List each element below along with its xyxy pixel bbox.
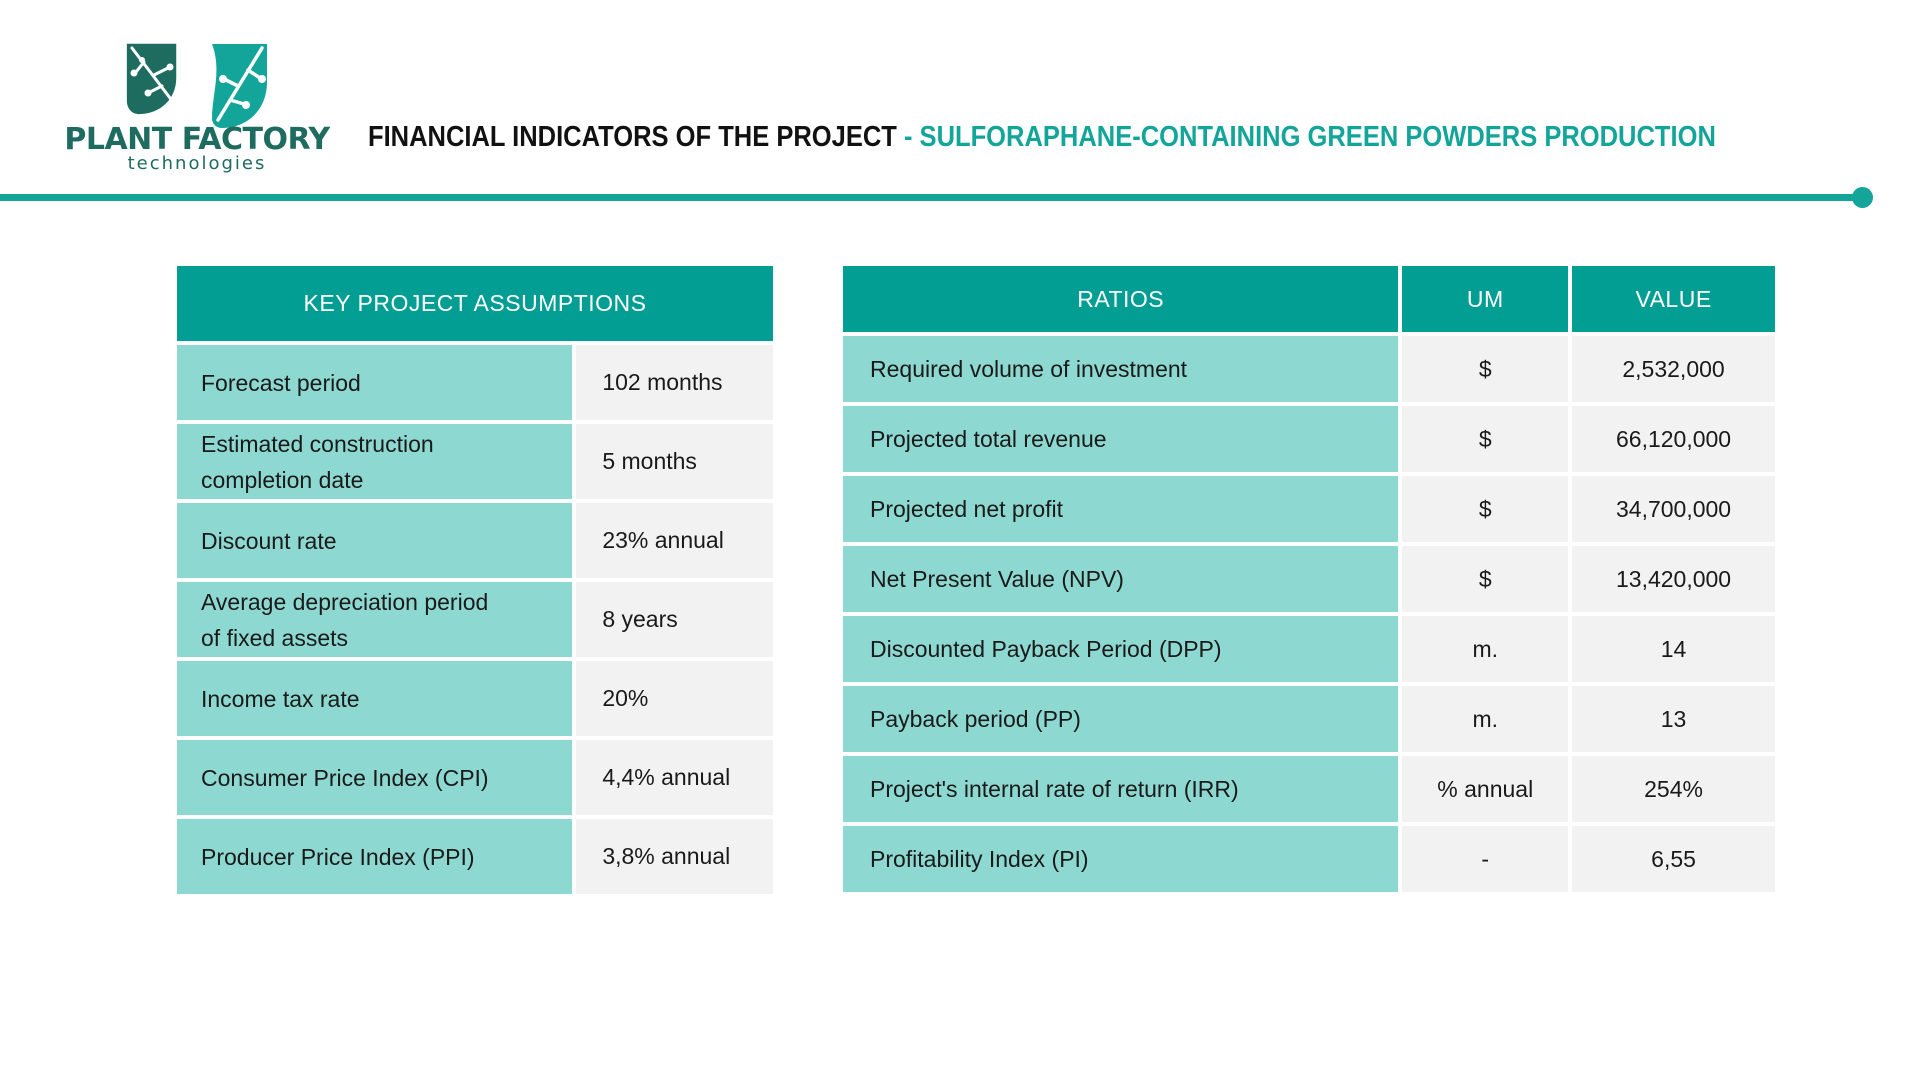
ratio-um: $: [1402, 476, 1569, 542]
table-row: Net Present Value (NPV) $ 13,420,000: [843, 546, 1775, 612]
page-title-main: FINANCIAL INDICATORS OF THE PROJECT: [368, 121, 897, 153]
assumption-value: 23% annual: [576, 503, 773, 578]
logo-title: PLANT FACTORY: [64, 122, 330, 157]
ratio-value: 13: [1572, 686, 1775, 752]
ratios-body: Required volume of investment $ 2,532,00…: [843, 336, 1775, 892]
ratios-table: RATIOS UM VALUE Required volume of inves…: [839, 262, 1779, 896]
ratio-um: -: [1402, 826, 1569, 892]
assumption-label: Consumer Price Index (CPI): [177, 740, 573, 815]
ratio-um: m.: [1402, 616, 1569, 682]
assumption-label-line: Discount rate: [201, 527, 337, 554]
ratio-um: $: [1402, 336, 1569, 402]
page-title-accent: - SULFORAPHANE-CONTAINING GREEN POWDERS …: [896, 121, 1716, 153]
ratio-value: 14: [1572, 616, 1775, 682]
ratio-label: Projected total revenue: [843, 406, 1399, 472]
assumption-label: Average depreciation period of fixed asse…: [177, 582, 573, 657]
ratio-value: 2,532,000: [1572, 336, 1775, 402]
assumption-label: Producer Price Index (PPI): [177, 819, 573, 894]
leaf-logo-icon: [126, 43, 267, 128]
assumption-label: Discount rate: [177, 503, 573, 578]
table-row: Discounted Payback Period (DPP) m. 14: [843, 616, 1775, 682]
ratio-label: Required volume of investment: [843, 336, 1399, 402]
assumptions-table: KEY PROJECT ASSUMPTIONS Forecast period …: [173, 262, 777, 898]
assumption-value: 102 months: [576, 345, 773, 420]
page-title: FINANCIAL INDICATORS OF THE PROJECT - SU…: [368, 121, 1716, 154]
ratio-um: $: [1402, 406, 1569, 472]
header-divider-dot: [1852, 187, 1873, 208]
assumption-label: Income tax rate: [177, 661, 573, 736]
ratio-label: Projected net profit: [843, 476, 1399, 542]
ratio-um: $: [1402, 546, 1569, 612]
assumption-value: 20%: [576, 661, 773, 736]
assumptions-header: KEY PROJECT ASSUMPTIONS: [177, 266, 773, 341]
assumption-value: 5 months: [576, 424, 773, 499]
logo-subtitle: technologies: [127, 153, 267, 174]
ratio-value: 34,700,000: [1572, 476, 1775, 542]
assumption-label-line: Average depreciation period: [201, 588, 489, 615]
assumption-value: 3,8% annual: [576, 819, 773, 894]
assumption-label: Estimated construction completion date: [177, 424, 573, 499]
table-row: Projected total revenue $ 66,120,000: [843, 406, 1775, 472]
table-row: Project's internal rate of return (IRR) …: [843, 756, 1775, 822]
logo: PLANT FACTORY technologies: [62, 40, 332, 180]
table-row: Average depreciation period of fixed asse…: [177, 582, 773, 657]
assumption-value: 8 years: [576, 582, 773, 657]
assumption-label-line: of fixed assets: [201, 624, 349, 651]
header-divider: [0, 194, 1862, 201]
assumption-label-line: Estimated construction: [201, 430, 434, 457]
assumptions-body: Forecast period 102 months Estimated con…: [177, 345, 773, 894]
ratios-header-row: RATIOS UM VALUE: [843, 266, 1775, 332]
assumption-label-line: Forecast period: [201, 369, 361, 396]
ratio-value: 254%: [1572, 756, 1775, 822]
assumption-label-line: Producer Price Index (PPI): [201, 843, 475, 870]
ratio-um: m.: [1402, 686, 1569, 752]
assumption-label: Forecast period: [177, 345, 573, 420]
ratio-value: 66,120,000: [1572, 406, 1775, 472]
table-row: Producer Price Index (PPI) 3,8% annual: [177, 819, 773, 894]
table-row: Projected net profit $ 34,700,000: [843, 476, 1775, 542]
ratio-value: 6,55: [1572, 826, 1775, 892]
table-row: Consumer Price Index (CPI) 4,4% annual: [177, 740, 773, 815]
ratios-header-um: UM: [1402, 266, 1569, 332]
table-row: Payback period (PP) m. 13: [843, 686, 1775, 752]
assumption-value: 4,4% annual: [576, 740, 773, 815]
ratio-label: Project's internal rate of return (IRR): [843, 756, 1399, 822]
ratio-label: Profitability Index (PI): [843, 826, 1399, 892]
table-row: Profitability Index (PI) - 6,55: [843, 826, 1775, 892]
assumption-label-line: completion date: [201, 466, 364, 493]
ratio-label: Payback period (PP): [843, 686, 1399, 752]
table-row: Income tax rate 20%: [177, 661, 773, 736]
ratio-um: % annual: [1402, 756, 1569, 822]
ratios-header-value: VALUE: [1572, 266, 1775, 332]
table-row: Discount rate 23% annual: [177, 503, 773, 578]
ratio-label: Net Present Value (NPV): [843, 546, 1399, 612]
ratio-value: 13,420,000: [1572, 546, 1775, 612]
ratio-label: Discounted Payback Period (DPP): [843, 616, 1399, 682]
assumption-label-line: Income tax rate: [201, 685, 360, 712]
ratios-header-ratio: RATIOS: [843, 266, 1399, 332]
assumption-label-line: Consumer Price Index (CPI): [201, 764, 489, 791]
table-row: Forecast period 102 months: [177, 345, 773, 420]
assumptions-header-row: KEY PROJECT ASSUMPTIONS: [177, 266, 773, 341]
table-row: Required volume of investment $ 2,532,00…: [843, 336, 1775, 402]
table-row: Estimated construction completion date 5 …: [177, 424, 773, 499]
